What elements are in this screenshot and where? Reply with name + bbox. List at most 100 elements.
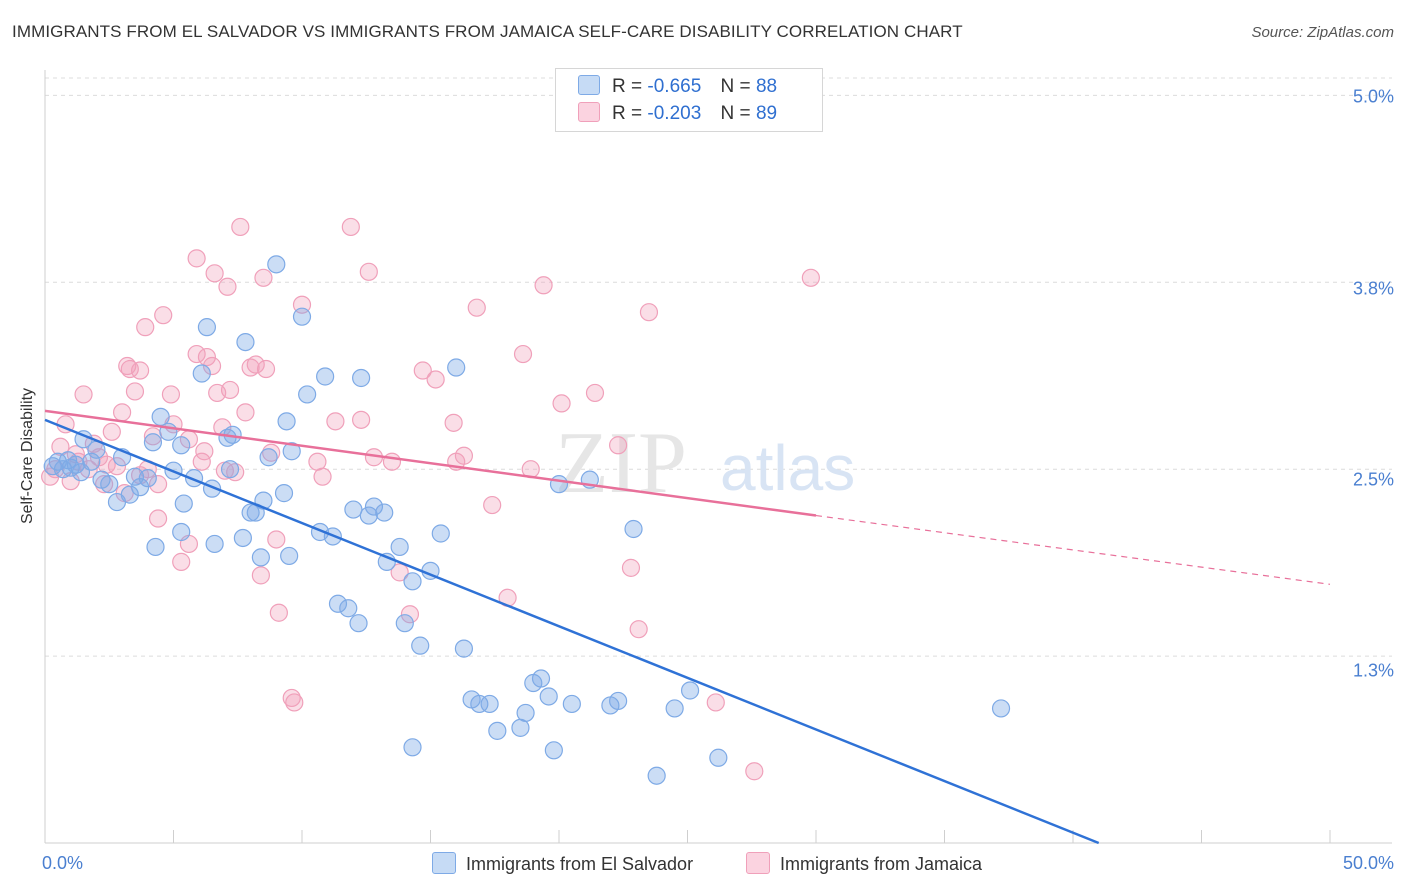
jamaica-point (125, 382, 145, 401)
legend-n-label: N = (720, 103, 751, 124)
el-salvador-point (624, 519, 643, 539)
jamaica-point (629, 620, 648, 639)
watermark-zip: ZIP (555, 415, 687, 512)
el-salvador-point (359, 506, 378, 525)
el-salvador-point (544, 741, 563, 760)
jamaica-point (745, 762, 764, 781)
x-tick-label-min: 0.0% (42, 853, 84, 873)
jamaica-point (352, 410, 371, 429)
source-label: Source: ZipAtlas.com (1251, 24, 1394, 41)
el-salvador-point (172, 436, 191, 455)
correlation-legend: R = -0.665 N = 88 R = -0.203 N = 89 (555, 68, 823, 132)
legend-n-value: 89 (755, 103, 778, 124)
jamaica-point (195, 442, 214, 461)
jamaica-point (706, 693, 725, 712)
bottom-legend-label: Immigrants from Jamaica (780, 854, 983, 874)
jamaica-point (390, 563, 409, 582)
el-salvador-point (339, 599, 358, 618)
jamaica-point (136, 318, 155, 337)
el-salvador-point (454, 639, 474, 658)
jamaica-point (187, 249, 206, 268)
el-salvador-point (539, 687, 558, 706)
legend-n-label: N = (720, 76, 751, 97)
el-salvador-point (680, 681, 700, 700)
y-tick-label: 5.0% (1352, 86, 1394, 107)
trend-lines (44, 409, 1331, 845)
jamaica-point (326, 412, 345, 431)
bottom-legend-label: Immigrants from El Salvador (466, 854, 694, 874)
el-salvador-point (174, 494, 193, 513)
el-salvador-point (431, 524, 450, 543)
el-salvador-point (447, 358, 466, 377)
legend-r-value: -0.203 (647, 103, 702, 124)
jamaica-point (413, 361, 432, 380)
el-salvador-point (241, 503, 260, 522)
jamaica-point (161, 385, 181, 404)
el-salvador-point (531, 669, 551, 688)
jamaica-point (154, 306, 173, 325)
jamaica-point (51, 437, 70, 456)
el-salvador-point (665, 699, 684, 718)
el-salvador-point (120, 485, 139, 504)
jamaica-trend-extension (815, 514, 1331, 585)
jamaica-point (483, 495, 502, 515)
jamaica-point (269, 603, 288, 622)
legend-n-value: 88 (755, 76, 778, 97)
jamaica-point (313, 467, 332, 486)
jamaica-point (231, 217, 250, 237)
y-axis-label: Self-Care Disability (19, 387, 36, 525)
jamaica-point (400, 605, 420, 624)
el-salvador-point (277, 412, 296, 431)
el-salvador-point (138, 469, 157, 488)
jamaica-point (534, 276, 553, 295)
jamaica-point (220, 380, 240, 400)
y-tick-label: 3.8% (1352, 278, 1394, 299)
jamaica-point (513, 344, 533, 364)
el-salvador-point (82, 452, 101, 471)
x-tick-marks (44, 830, 1331, 843)
watermark: ZIP atlas (555, 415, 855, 512)
legend-row-el-salvador: R = -0.665 N = 88 (578, 75, 777, 97)
el-salvador-point (549, 475, 569, 494)
el-salvador-point (197, 318, 217, 337)
el-salvador-point (328, 594, 348, 613)
jamaica-point (251, 566, 270, 585)
series-el-salvador-points (43, 255, 1011, 785)
jamaica-point (102, 422, 121, 441)
el-salvador-point (488, 721, 507, 740)
series-jamaica-points (41, 217, 820, 781)
el-salvador-point (61, 458, 80, 477)
x-tick-label-max: 50.0% (1342, 853, 1394, 873)
el-salvador-point (709, 748, 728, 767)
jamaica-point (236, 403, 255, 422)
jamaica-point (148, 475, 168, 494)
legend-r-label: R = (612, 103, 643, 124)
jamaica-point (801, 268, 820, 287)
el-salvador-point (143, 433, 163, 452)
jamaica-point (197, 347, 217, 367)
jamaica-point (285, 693, 304, 712)
el-salvador-point (480, 694, 499, 714)
jamaica-point (444, 413, 463, 432)
el-salvador-point (259, 448, 278, 467)
bottom-legend-jamaica: Immigrants from Jamaica (746, 852, 982, 875)
el-salvador-point (316, 367, 335, 386)
jamaica-point (241, 358, 260, 377)
legend-swatch-blue (578, 75, 600, 95)
jamaica-point (467, 298, 486, 317)
jamaica-point (187, 344, 206, 364)
y-tick-label: 2.5% (1352, 469, 1394, 490)
jamaica-point (359, 262, 378, 281)
jamaica-point (246, 355, 265, 374)
el-salvador-point (364, 497, 384, 516)
jamaica-trend-line (44, 409, 817, 517)
jamaica-point (202, 356, 222, 376)
jamaica-point (341, 217, 360, 237)
jamaica-point (148, 509, 168, 528)
el-salvador-point (352, 368, 371, 388)
el-salvador-point (470, 694, 489, 714)
axes (44, 70, 1392, 844)
watermark-atlas: atlas (720, 432, 855, 504)
el-salvador-point (172, 522, 191, 542)
bottom-legend-swatch-pink (746, 852, 770, 874)
